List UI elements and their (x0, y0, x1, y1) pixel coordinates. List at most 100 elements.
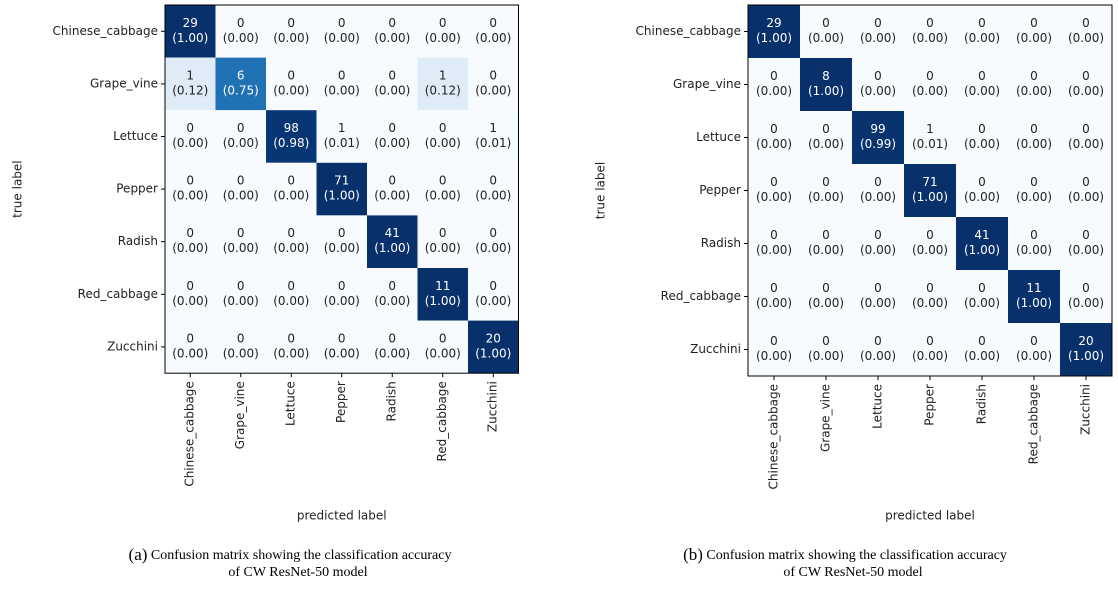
cell-normalized: (0.00) (860, 84, 896, 98)
cell-normalized: (0.00) (860, 190, 896, 204)
cell-normalized: (0.00) (808, 296, 844, 310)
cell (316, 162, 367, 216)
cell (1008, 270, 1060, 323)
y-tick-label: Radish (118, 234, 158, 248)
cell-count: 41 (974, 228, 989, 242)
cell-normalized: (0.00) (374, 294, 410, 308)
cell (1060, 5, 1112, 58)
cell (852, 217, 904, 270)
cell-count: 1 (186, 68, 194, 82)
cell (904, 111, 956, 164)
y-tick-label: Pepper (699, 183, 741, 197)
cell-normalized: (0.00) (273, 294, 309, 308)
cell (956, 217, 1008, 270)
y-tick-label: Grape_vine (673, 77, 741, 91)
cell (1060, 217, 1112, 270)
cell (468, 268, 519, 321)
cell-count: 0 (770, 281, 778, 295)
cell-count: 0 (926, 16, 934, 30)
cell-count: 0 (874, 175, 882, 189)
cell-normalized: (0.00) (1016, 243, 1052, 257)
cell (1060, 270, 1112, 323)
cell-count: 0 (489, 226, 497, 240)
cell-count: 11 (435, 279, 450, 293)
cell-normalized: (0.00) (912, 349, 948, 363)
x-tick-label: Chinese_cabbage (183, 381, 197, 486)
cell (266, 215, 317, 268)
cell (215, 162, 266, 216)
cell (468, 5, 519, 58)
cell-normalized: (0.99) (860, 137, 896, 151)
cell (1008, 5, 1060, 58)
cell-normalized: (1.00) (808, 84, 844, 98)
x-tick-label: Radish (975, 384, 989, 424)
cell-count: 0 (186, 226, 194, 240)
cell (266, 320, 317, 374)
cell-normalized: (0.00) (756, 137, 792, 151)
cell (1060, 323, 1112, 376)
y-tick-label: Radish (701, 236, 741, 250)
cell (852, 164, 904, 217)
cell-count: 41 (385, 226, 400, 240)
cell-normalized: (0.00) (425, 136, 461, 150)
y-tick-label: Zucchini (107, 339, 158, 353)
cell-count: 0 (1082, 175, 1090, 189)
cell-normalized: (1.00) (912, 190, 948, 204)
cell-normalized: (0.00) (324, 83, 360, 97)
cell-count: 0 (338, 16, 346, 30)
cell-normalized: (0.00) (912, 243, 948, 257)
cell-count: 0 (822, 228, 830, 242)
cell-normalized: (0.00) (1016, 349, 1052, 363)
caption: (b) Confusion matrix showing the classif… (683, 545, 1007, 564)
cell-normalized: (0.00) (1016, 31, 1052, 45)
cell-count: 0 (186, 331, 194, 345)
cell-count: 0 (388, 121, 396, 135)
cell-count: 0 (489, 16, 497, 30)
cell-normalized: (0.00) (1068, 190, 1104, 204)
cell-normalized: (0.00) (1068, 137, 1104, 151)
cell-normalized: (0.00) (374, 136, 410, 150)
cell-count: 0 (1030, 16, 1038, 30)
cell-normalized: (1.00) (964, 243, 1000, 257)
cell-count: 0 (770, 69, 778, 83)
cell-count: 0 (237, 174, 245, 188)
cell (316, 5, 367, 58)
cell-normalized: (0.00) (425, 31, 461, 45)
cell-normalized: (0.00) (223, 189, 259, 203)
cell-normalized: (0.00) (912, 84, 948, 98)
cell (266, 5, 317, 58)
cell-normalized: (0.00) (475, 241, 511, 255)
cell-normalized: (0.00) (475, 83, 511, 97)
cell-count: 0 (1082, 228, 1090, 242)
cell-normalized: (0.00) (172, 294, 208, 308)
cell-count: 0 (1082, 16, 1090, 30)
cell (316, 268, 367, 321)
cell-count: 0 (978, 69, 986, 83)
cell (904, 270, 956, 323)
cell-normalized: (0.01) (912, 137, 948, 151)
x-axis-label: predicted label (297, 509, 387, 523)
cell-normalized: (0.00) (425, 189, 461, 203)
cell (165, 215, 216, 268)
cell-count: 0 (978, 175, 986, 189)
cell-normalized: (0.00) (756, 190, 792, 204)
cell (1008, 164, 1060, 217)
x-tick-label: Zucchini (486, 381, 500, 432)
cell-count: 0 (186, 279, 194, 293)
cell-normalized: (0.00) (425, 346, 461, 360)
cell-normalized: (0.00) (1068, 31, 1104, 45)
cell-normalized: (1.00) (475, 346, 511, 360)
cell-count: 0 (1030, 175, 1038, 189)
cell (852, 5, 904, 58)
cell-normalized: (0.00) (756, 349, 792, 363)
cell (316, 215, 367, 268)
caption-label: (a) (129, 545, 148, 564)
cell-count: 0 (874, 16, 882, 30)
cell (165, 5, 216, 58)
cell-normalized: (0.12) (172, 83, 208, 97)
cell-normalized: (1.00) (425, 294, 461, 308)
cell-normalized: (0.00) (808, 137, 844, 151)
x-tick-label: Grape_vine (233, 381, 247, 449)
